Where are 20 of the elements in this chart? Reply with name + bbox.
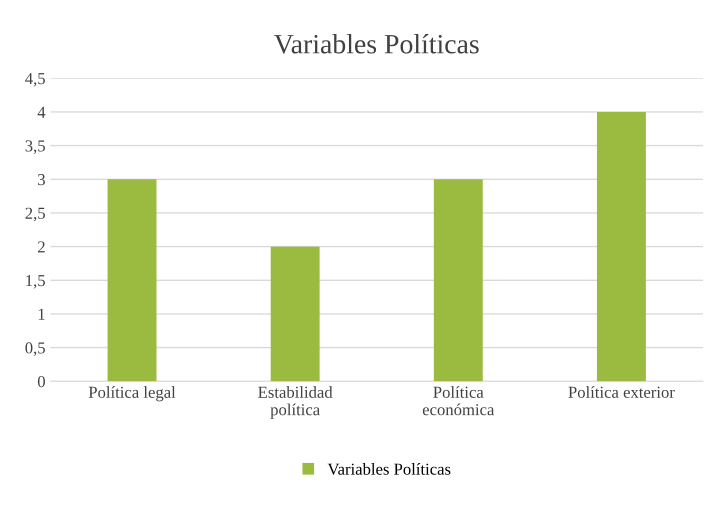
x-tick-label: Política económica: [422, 386, 494, 416]
x-tick-label: Estabilidad política: [258, 386, 332, 419]
y-tick-label: 3: [38, 174, 45, 186]
y-tick-label: 2,5: [26, 208, 45, 222]
y-tick-label: 3,5: [26, 140, 45, 154]
legend-label: Variables Políticas: [328, 463, 450, 475]
x-tick-label: Política exterior: [568, 386, 675, 398]
y-tick-label: 4: [38, 106, 46, 118]
y-tick-label: 1: [38, 308, 45, 320]
chart-title: Variables Políticas: [274, 34, 479, 54]
bar: [434, 179, 483, 382]
y-tick-label: 2: [38, 241, 45, 252]
y-tick-label: 0: [38, 376, 45, 388]
bar: [596, 112, 646, 382]
y-tick-label: 0,5: [25, 342, 45, 356]
x-tick-label: Política legal: [88, 386, 176, 402]
bar: [270, 246, 320, 382]
bar: [108, 179, 156, 382]
y-tick-label: 1,5: [26, 275, 45, 289]
y-tick-label: 4,5: [25, 73, 45, 87]
